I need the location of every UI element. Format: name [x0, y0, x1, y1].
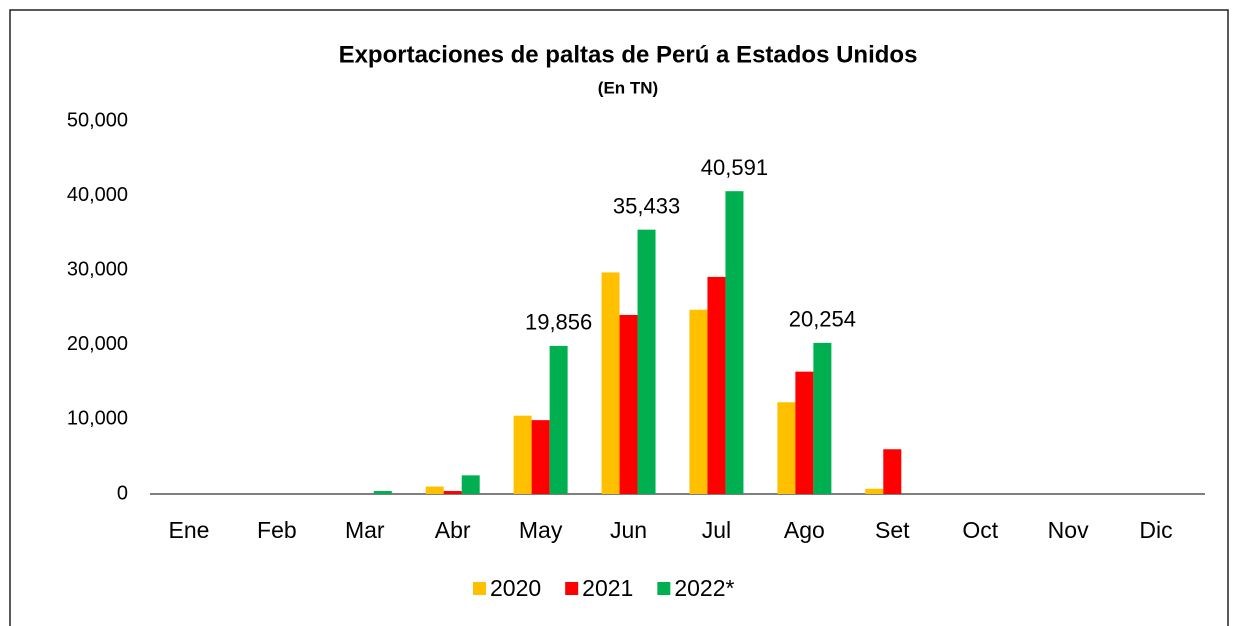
legend-label: 2020 [490, 575, 541, 601]
chart-subtitle: (En TN) [598, 78, 658, 97]
x-tick-label: Dic [1139, 517, 1172, 543]
bar [531, 420, 550, 494]
legend-label: 2022* [674, 575, 734, 601]
bar [425, 486, 444, 494]
x-tick-label: Nov [1048, 517, 1089, 543]
x-tick-label: Jun [610, 517, 647, 543]
legend-swatch [473, 582, 486, 595]
bar [637, 229, 656, 495]
y-tick-label: 30,000 [67, 258, 128, 280]
bar [813, 342, 832, 494]
x-tick-label: Mar [345, 517, 385, 543]
bar [689, 309, 708, 494]
bar [373, 491, 392, 494]
x-tick-label: Abr [435, 517, 471, 543]
bar [443, 491, 462, 494]
x-tick-label: Oct [962, 517, 998, 543]
bar [725, 191, 744, 494]
y-tick-label: 10,000 [67, 408, 128, 430]
bar [795, 371, 814, 494]
bar [777, 402, 796, 494]
bar [601, 272, 620, 494]
x-tick-label: Feb [257, 517, 297, 543]
bar [461, 475, 480, 494]
y-tick-label: 40,000 [67, 184, 128, 206]
legend-swatch [565, 582, 579, 595]
bar [549, 345, 568, 494]
data-label: 35,433 [613, 193, 680, 218]
bar [883, 449, 902, 494]
y-tick-label: 20,000 [67, 333, 128, 355]
x-tick-label: Ene [168, 517, 209, 543]
data-label: 40,591 [701, 155, 768, 180]
bar [513, 415, 532, 494]
x-tick-label: Jul [702, 517, 731, 543]
x-tick-label: Ago [784, 517, 825, 543]
x-tick-label: Set [875, 517, 910, 543]
x-tick-label: May [519, 517, 563, 543]
bar [619, 314, 638, 494]
y-tick-label: 50,000 [67, 109, 128, 131]
chart-title: Exportaciones de paltas de Perú a Estado… [339, 41, 918, 68]
legend-swatch [657, 582, 671, 595]
bar [707, 276, 726, 494]
bar [865, 488, 884, 494]
legend-label: 2021 [582, 575, 633, 601]
data-label: 20,254 [789, 307, 856, 332]
y-tick-label: 0 [117, 482, 128, 504]
data-label: 19,856 [525, 310, 592, 335]
